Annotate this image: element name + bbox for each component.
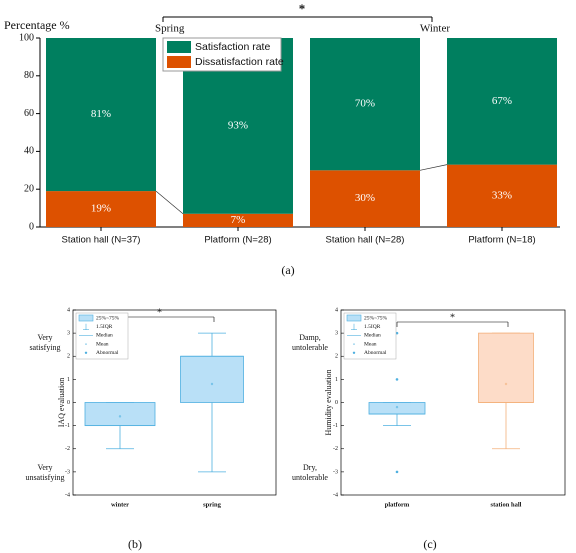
legend-label: Median (364, 333, 381, 339)
box (478, 332, 534, 403)
legend-label: Abnormal (364, 350, 387, 356)
y-tick-label: -3 (65, 469, 70, 475)
axis-annotation: Very (37, 333, 52, 342)
legend-label: 1.5IQR (364, 324, 381, 330)
mean (118, 415, 122, 418)
significance-mark: * (450, 312, 455, 323)
y-tick-label: 20 (24, 183, 34, 194)
axis-annotation: untolerable (292, 343, 328, 352)
legend-label: Dissatisfaction rate (195, 56, 284, 68)
y-axis-label: IAQ evaluation (57, 378, 66, 428)
y-tick-label: 3 (335, 331, 338, 337)
y-tick-label: -4 (333, 492, 338, 498)
y-tick-label: -4 (65, 492, 70, 498)
y-tick-label: 60 (24, 108, 34, 119)
y-tick-label: 0 (67, 400, 70, 406)
group-label: Spring (155, 23, 185, 35)
legend-label: Satisfaction rate (195, 41, 270, 53)
y-tick-label: 100 (19, 32, 34, 43)
legend-swatch (353, 343, 355, 345)
x-tick-label: Station hall (N=28) (326, 235, 405, 246)
y-tick-label: 40 (24, 146, 34, 157)
bar-segment (46, 38, 156, 192)
y-tick-label: -1 (333, 423, 338, 429)
value-label: 33% (492, 189, 512, 201)
legend-label: 1.5IQR (96, 324, 113, 330)
x-tick-label: Platform (N=18) (468, 235, 535, 246)
y-tick-label: -3 (333, 469, 338, 475)
mean (504, 382, 508, 386)
value-label: 70% (355, 98, 375, 110)
y-tick-label: 2 (67, 354, 70, 360)
y-tick-label: 3 (67, 331, 70, 337)
x-tick-label: Platform (N=28) (204, 235, 271, 246)
caption: (b) (128, 537, 142, 551)
significance-mark: * (299, 1, 306, 16)
legend-swatch (167, 41, 191, 53)
value-label: 81% (91, 108, 111, 120)
legend-swatch (78, 314, 94, 322)
y-tick-label: 4 (335, 307, 338, 313)
x-tick-label: winter (111, 501, 129, 508)
legend-swatch (84, 351, 88, 354)
bar-segment (183, 213, 293, 227)
caption: (c) (423, 537, 436, 551)
x-tick-label: spring (203, 501, 221, 508)
axis-annotation: unsatisfying (25, 473, 64, 482)
value-label: 67% (492, 95, 512, 107)
box (84, 402, 156, 427)
bar-segment (310, 170, 420, 227)
mean (210, 382, 214, 386)
bar-segment (46, 191, 156, 227)
bar-segment (310, 38, 420, 171)
y-tick-label: 4 (67, 307, 70, 313)
axis-annotation: Damp, (299, 333, 321, 342)
y-tick-label: 0 (335, 400, 338, 406)
caption: (a) (281, 263, 294, 277)
y-tick-label: 0 (29, 221, 34, 232)
legend-label: 25%~75% (364, 315, 388, 321)
x-tick-label: station hall (491, 501, 522, 508)
legend-swatch (85, 343, 87, 345)
axis-annotation: Very (37, 463, 52, 472)
y-axis-label: Humidity evaluation (324, 370, 333, 436)
axis-annotation: untolerable (292, 473, 328, 482)
outlier (395, 378, 399, 381)
legend-label: Median (96, 333, 113, 339)
x-tick-label: platform (385, 501, 410, 508)
axis-annotation: Dry, (303, 463, 317, 472)
y-tick-label: 2 (335, 354, 338, 360)
value-label: 93% (228, 119, 248, 131)
connector-line (419, 164, 448, 171)
value-label: 19% (91, 203, 111, 215)
y-tick-label: 1 (67, 377, 70, 383)
connector-line (155, 190, 184, 215)
y-tick-label: -2 (65, 446, 70, 452)
significance-mark: * (157, 307, 162, 318)
bar-segment (447, 38, 557, 165)
legend-swatch (352, 351, 356, 354)
value-label: 7% (231, 214, 246, 226)
legend-label: Abnormal (96, 350, 119, 356)
group-label: Winter (420, 23, 450, 35)
y-tick-label: 80 (24, 70, 34, 81)
y-tick-label: 1 (335, 377, 338, 383)
outlier (395, 331, 399, 335)
y-tick-label: -1 (65, 423, 70, 429)
outlier (395, 470, 399, 474)
legend-label: Mean (96, 341, 109, 347)
axis-annotation: satisfying (29, 343, 60, 352)
legend-label: 25%~75% (96, 315, 120, 321)
y-tick-label: -2 (333, 446, 338, 452)
x-tick-label: Station hall (N=37) (62, 235, 141, 246)
mean (395, 405, 399, 409)
value-label: 30% (355, 192, 375, 204)
legend-swatch (167, 56, 191, 68)
bar-segment (447, 164, 557, 227)
box (180, 355, 244, 403)
legend-swatch (346, 314, 362, 322)
y-axis-label: Percentage % (4, 18, 70, 32)
legend-label: Mean (364, 341, 377, 347)
